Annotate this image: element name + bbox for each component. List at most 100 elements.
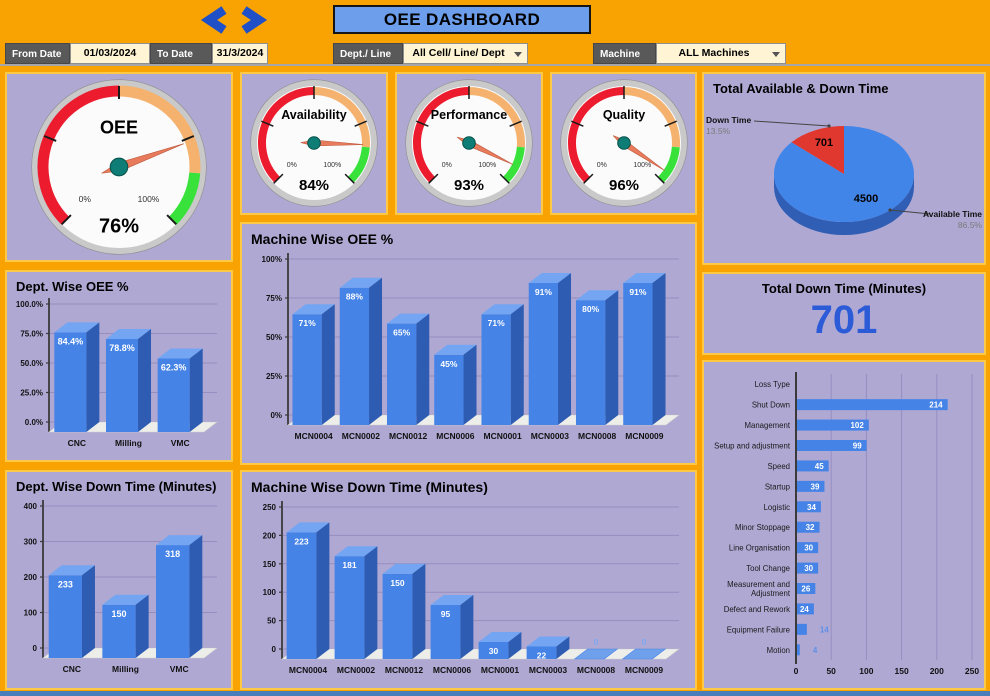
chart-canvas: 0 50 100 150 200 250 223 MCN0004 181 MCN0002 150 MC… bbox=[263, 501, 680, 675]
svg-text:Loss Type: Loss Type bbox=[755, 380, 790, 389]
dept-oee-panel: Dept. Wise OEE % 0.0% 25.0% 50.0% 75.0% 100.… bbox=[5, 270, 233, 462]
svg-text:Line Organisation: Line Organisation bbox=[729, 544, 790, 553]
svg-text:OEE: OEE bbox=[100, 117, 138, 137]
svg-text:39: 39 bbox=[811, 482, 820, 491]
to-date-label: To Date bbox=[150, 43, 212, 64]
svg-text:MCN0001: MCN0001 bbox=[483, 431, 522, 441]
svg-text:25%: 25% bbox=[266, 372, 282, 381]
svg-text:MCN0001: MCN0001 bbox=[481, 665, 520, 675]
svg-text:MCN0004: MCN0004 bbox=[289, 665, 328, 675]
divider bbox=[0, 64, 990, 66]
svg-text:96%: 96% bbox=[609, 177, 639, 194]
svg-text:MCN0003: MCN0003 bbox=[529, 665, 568, 675]
svg-text:200: 200 bbox=[24, 573, 38, 582]
svg-text:0%: 0% bbox=[597, 162, 607, 169]
prev-button[interactable] bbox=[200, 6, 232, 34]
svg-text:76%: 76% bbox=[99, 216, 139, 238]
chart-canvas: 0% 100% OEE 76% bbox=[31, 79, 207, 255]
svg-text:150: 150 bbox=[390, 578, 404, 588]
svg-text:MCN0008: MCN0008 bbox=[578, 431, 617, 441]
svg-text:95: 95 bbox=[441, 609, 451, 619]
svg-text:Tool Change: Tool Change bbox=[746, 564, 790, 573]
chart-canvas: 0.0% 25.0% 50.0% 75.0% 100.0% 84.4% CNC 78.8% Mi… bbox=[16, 298, 218, 448]
svg-text:214: 214 bbox=[929, 401, 943, 410]
dept-line-select[interactable]: All Cell/ Line/ Dept bbox=[403, 43, 528, 64]
svg-text:200: 200 bbox=[930, 666, 944, 676]
svg-text:MCN0003: MCN0003 bbox=[531, 431, 570, 441]
svg-text:VMC: VMC bbox=[171, 438, 190, 448]
svg-text:100%: 100% bbox=[323, 162, 341, 169]
svg-text:400: 400 bbox=[24, 502, 38, 511]
dept-oee-chart: 0.0% 25.0% 50.0% 75.0% 100.0% 84.4% CNC 78.8% Mi… bbox=[7, 294, 231, 454]
svg-text:MCN0012: MCN0012 bbox=[385, 665, 424, 675]
chart-canvas: 0% 100% Quality 96% bbox=[560, 79, 688, 207]
svg-text:75.0%: 75.0% bbox=[20, 330, 43, 339]
svg-text:62.3%: 62.3% bbox=[161, 362, 187, 372]
page-title: OEE DASHBOARD bbox=[333, 5, 591, 34]
next-button[interactable] bbox=[236, 6, 268, 34]
dept-line-value: All Cell/ Line/ Dept bbox=[412, 47, 505, 59]
machine-downtime-title: Machine Wise Down Time (Minutes) bbox=[251, 479, 488, 495]
chart-canvas: 0 50 100 150 200 250 Loss Type Shut Down 214 Mana… bbox=[714, 372, 979, 676]
svg-text:26: 26 bbox=[801, 585, 810, 594]
svg-text:65%: 65% bbox=[393, 328, 410, 338]
svg-text:50%: 50% bbox=[266, 333, 282, 342]
from-date-field[interactable]: 01/03/2024 bbox=[70, 43, 150, 64]
svg-text:MCN0009: MCN0009 bbox=[625, 665, 664, 675]
svg-text:0%: 0% bbox=[287, 162, 297, 169]
svg-text:4: 4 bbox=[813, 646, 818, 655]
machine-oee-title: Machine Wise OEE % bbox=[251, 231, 394, 247]
to-date-field[interactable]: 31/3/2024 bbox=[212, 43, 268, 64]
chevron-down-icon bbox=[772, 52, 780, 57]
svg-text:0: 0 bbox=[272, 645, 277, 654]
svg-text:0: 0 bbox=[33, 644, 38, 653]
chart-canvas: 0% 25% 50% 75% 100% 71% MCN0004 88% MCN0002 65% MC… bbox=[262, 253, 680, 441]
svg-text:150: 150 bbox=[895, 666, 909, 676]
svg-text:Management: Management bbox=[744, 421, 790, 430]
svg-text:150: 150 bbox=[263, 560, 277, 569]
machine-oee-chart: 0% 25% 50% 75% 100% 71% MCN0004 88% MCN0002 65% MC… bbox=[242, 247, 695, 453]
svg-text:300: 300 bbox=[24, 538, 38, 547]
svg-text:50.0%: 50.0% bbox=[20, 359, 43, 368]
dept-line-label: Dept./ Line bbox=[333, 43, 403, 64]
svg-text:80%: 80% bbox=[582, 304, 599, 314]
availability-gauge: 0% 100% Availability 84% bbox=[242, 74, 386, 213]
svg-text:Equipment Failure: Equipment Failure bbox=[727, 625, 790, 634]
svg-text:75%: 75% bbox=[266, 294, 282, 303]
oee-gauge: 0% 100% OEE 76% bbox=[7, 74, 231, 260]
svg-text:22: 22 bbox=[537, 651, 547, 661]
svg-text:Availability: Availability bbox=[281, 108, 347, 122]
svg-text:CNC: CNC bbox=[68, 438, 86, 448]
bottom-strip bbox=[0, 691, 990, 696]
svg-text:93%: 93% bbox=[454, 177, 484, 194]
chevron-down-icon bbox=[514, 52, 522, 57]
available-downtime-pie-panel: Total Available & Down Time 701 4500 Down … bbox=[702, 72, 986, 265]
svg-text:Setup and adjustment: Setup and adjustment bbox=[714, 442, 791, 451]
chevron-right-icon bbox=[241, 6, 268, 34]
svg-text:0: 0 bbox=[794, 666, 799, 676]
chart-canvas: 0 100 200 300 400 233 CNC 150 Milling 318 VMC bbox=[24, 500, 218, 674]
svg-text:Adjustment: Adjustment bbox=[751, 589, 791, 598]
svg-text:88%: 88% bbox=[346, 292, 363, 302]
svg-text:14: 14 bbox=[820, 625, 829, 634]
svg-text:4500: 4500 bbox=[854, 193, 878, 205]
machine-select[interactable]: ALL Machines bbox=[656, 43, 786, 64]
svg-text:VMC: VMC bbox=[170, 664, 189, 674]
quality-gauge-panel: 0% 100% Quality 96% bbox=[550, 72, 697, 215]
availability-gauge-panel: 0% 100% Availability 84% bbox=[240, 72, 388, 215]
performance-gauge: 0% 100% Performance 93% bbox=[397, 74, 541, 213]
svg-text:Milling: Milling bbox=[112, 664, 139, 674]
svg-text:MCN0006: MCN0006 bbox=[436, 431, 475, 441]
svg-text:91%: 91% bbox=[629, 287, 646, 297]
svg-text:13.5%: 13.5% bbox=[706, 126, 731, 136]
svg-text:Down Time: Down Time bbox=[706, 115, 751, 125]
from-date-label: From Date bbox=[5, 43, 70, 64]
svg-text:223: 223 bbox=[294, 536, 308, 546]
svg-text:MCN0006: MCN0006 bbox=[433, 665, 472, 675]
svg-text:0: 0 bbox=[594, 637, 599, 647]
total-downtime-panel: Total Down Time (Minutes) 701 bbox=[702, 272, 986, 355]
svg-text:0.0%: 0.0% bbox=[25, 418, 43, 427]
svg-text:45%: 45% bbox=[440, 359, 457, 369]
nav-arrows bbox=[200, 6, 270, 34]
